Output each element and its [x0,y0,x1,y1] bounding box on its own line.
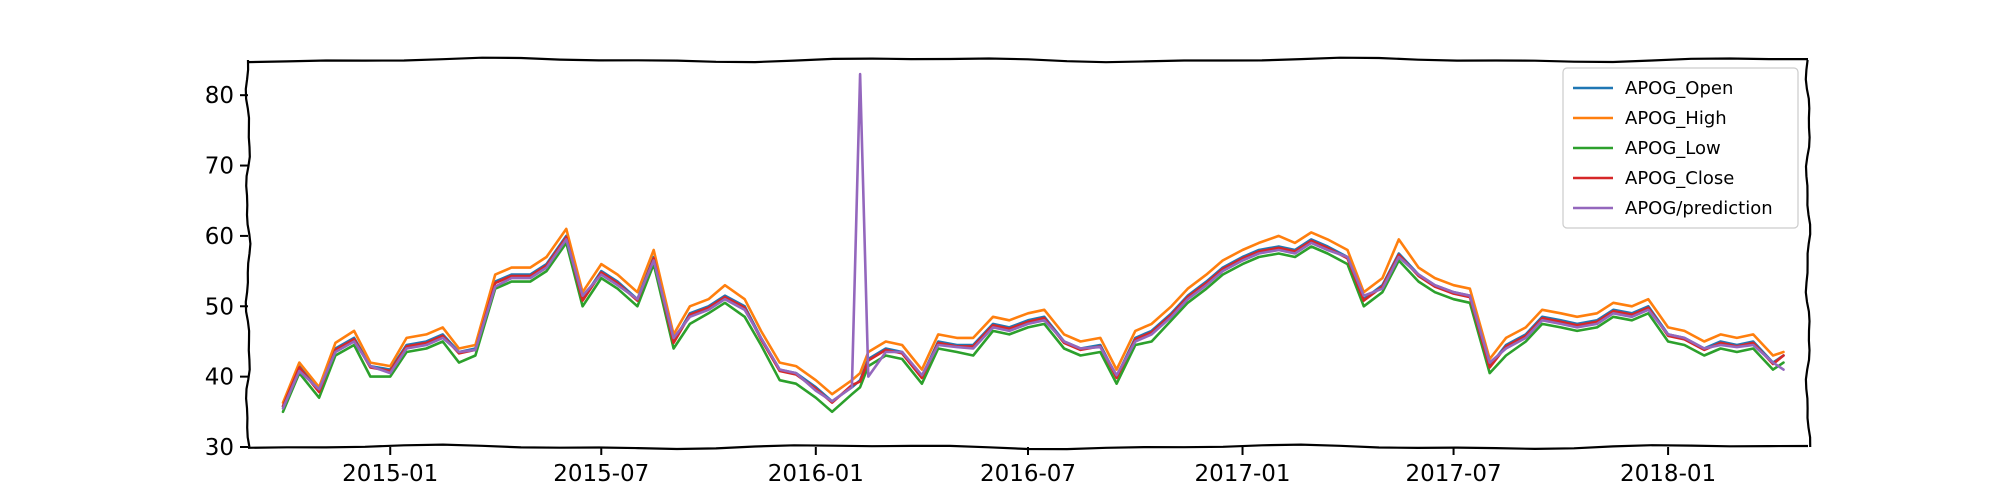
y-axis: 30 40 50 60 70 80 [205,83,248,461]
y-tick-label: 70 [205,154,234,180]
axis-right-spine [1804,59,1812,448]
legend-label: APOG_High [1625,108,1727,129]
series-line-apog-high [281,227,1785,405]
x-tick-label: 2017-01 [1194,461,1290,487]
axis-top-spine [247,56,1808,64]
series-line-apog-prediction [281,72,1785,410]
legend-label: APOG/prediction [1625,198,1773,219]
series-lines [281,72,1785,414]
x-tick-label: 2017-07 [1406,461,1502,487]
y-tick-label: 30 [205,435,234,461]
x-tick-label: 2018-01 [1620,461,1716,487]
x-axis: 2015-01 2015-07 2016-01 2016-07 2017-01 2017-… [342,447,1716,487]
y-tick-label: 60 [205,224,234,250]
x-tick-label: 2016-07 [980,461,1076,487]
legend-label: APOG_Close [1625,168,1734,189]
x-tick-label: 2016-01 [768,461,864,487]
y-tick-label: 50 [205,294,234,320]
legend-label: APOG_Open [1625,78,1733,99]
series-line-apog-low [281,241,1785,414]
axis-left-spine [244,59,252,448]
legend-label: APOG_Low [1625,138,1721,159]
x-tick-label: 2015-07 [553,461,649,487]
y-tick-label: 80 [205,83,234,109]
series-line-apog-close [281,236,1785,408]
legend-box [1562,67,1799,229]
y-tick-label: 40 [205,365,234,391]
x-tick-label: 2015-01 [342,461,438,487]
legend: APOG_Open APOG_High APOG_Low APOG_Close APOG… [1562,67,1799,229]
